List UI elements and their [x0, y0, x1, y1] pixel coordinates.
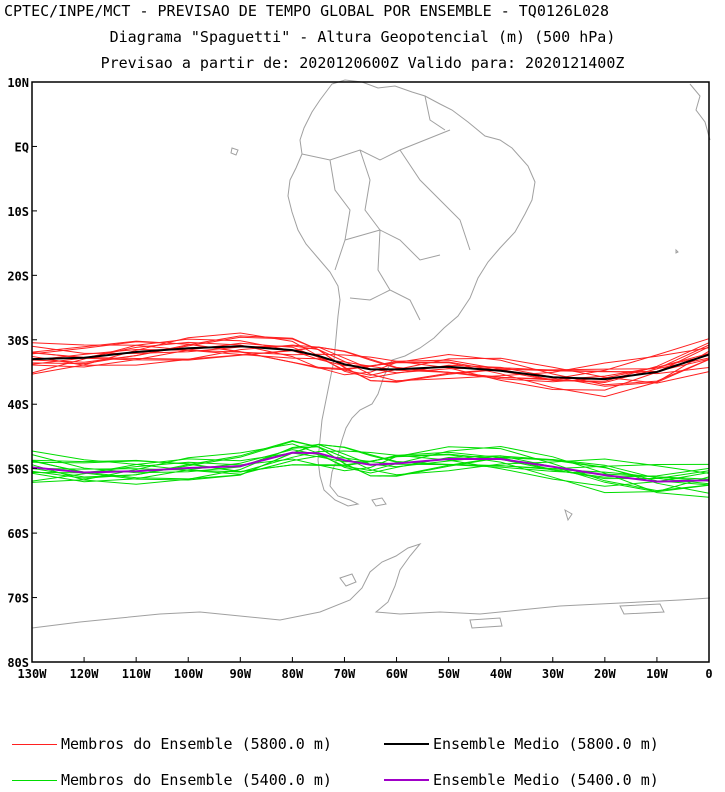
member-line-5800 [31, 342, 710, 384]
africa-coast [689, 83, 711, 141]
mean-line-5800 [31, 345, 710, 381]
lon-tick-label: 60W [386, 667, 408, 681]
galapagos [230, 147, 239, 156]
lat-tick-label: 20S [7, 269, 29, 283]
lat-tick-label: 30S [7, 334, 29, 348]
legend-swatch-purple [384, 779, 429, 781]
member-line-5800 [31, 346, 710, 383]
lon-tick-label: 40W [490, 667, 512, 681]
ensemble-means [31, 345, 710, 483]
antarctica-coast [31, 542, 711, 629]
lon-tick-label: 30W [542, 667, 564, 681]
member-line-5800 [31, 341, 710, 384]
lon-tick-label: 70W [334, 667, 356, 681]
title-line-2: Diagrama "Spaguetti" - Altura Geopotenci… [109, 28, 616, 46]
member-line-5400 [31, 444, 710, 480]
lon-tick-label: 20W [594, 667, 616, 681]
member-line-5400 [31, 451, 710, 480]
lat-tick-label: 80S [7, 656, 29, 670]
ensemble-members-5400 [31, 440, 710, 498]
lat-tick-label: 50S [7, 463, 29, 477]
member-line-5800 [31, 338, 710, 398]
country-borders [301, 95, 471, 321]
member-line-5400 [31, 452, 710, 494]
member-line-5800 [31, 338, 710, 380]
title-line-1: CPTEC/INPE/MCT - PREVISAO DE TEMPO GLOBA… [4, 2, 610, 20]
legend-item-members-5800: Membros do Ensemble (5800.0 m) [12, 735, 332, 753]
mean-line-5400 [31, 451, 710, 483]
lat-tick-label: 40S [7, 398, 29, 412]
legend-item-members-5400: Membros do Ensemble (5400.0 m) [12, 771, 332, 789]
legend-label: Membros do Ensemble (5400.0 m) [61, 771, 332, 789]
title-line-3: Previsao a partir de: 2020120600Z Valido… [100, 54, 625, 72]
member-line-5400 [31, 450, 710, 475]
plot-frame [31, 81, 710, 663]
member-line-5800 [31, 344, 710, 375]
lat-tick-label: 10N [7, 76, 29, 90]
lon-tick-label: 80W [282, 667, 304, 681]
legend-label: Membros do Ensemble (5800.0 m) [61, 735, 332, 753]
ensemble-members-5800 [31, 332, 710, 398]
antarctica-peninsula-islands [339, 573, 665, 629]
lon-tick-label: 120W [70, 667, 100, 681]
member-line-5400 [31, 445, 710, 498]
legend-item-mean-5800: Ensemble Medio (5800.0 m) [384, 735, 659, 753]
island-st-helena [675, 248, 679, 254]
legend-swatch-red [12, 743, 57, 745]
legend-swatch-green [12, 779, 57, 781]
legend-label: Ensemble Medio (5800.0 m) [433, 735, 659, 753]
lon-tick-label: 90W [229, 667, 251, 681]
legend-label: Ensemble Medio (5400.0 m) [433, 771, 659, 789]
falkland-islands [371, 497, 387, 507]
lon-tick-label: 100W [174, 667, 204, 681]
south-america-coast [287, 79, 536, 507]
lat-tick-label: 70S [7, 592, 29, 606]
lat-tick-label: EQ [15, 140, 29, 154]
member-line-5400 [31, 443, 710, 494]
lon-tick-label: 10W [646, 667, 668, 681]
lat-tick-label: 10S [7, 205, 29, 219]
lon-tick-label: 110W [122, 667, 152, 681]
legend-swatch-black [384, 743, 429, 745]
lon-tick-label: 50W [438, 667, 460, 681]
coastlines [31, 79, 711, 629]
legend-item-mean-5400: Ensemble Medio (5400.0 m) [384, 771, 659, 789]
lat-tick-label: 60S [7, 527, 29, 541]
lon-tick-label: 0 [705, 667, 712, 681]
south-georgia [564, 508, 573, 522]
lon-tick-label: 130W [18, 667, 48, 681]
